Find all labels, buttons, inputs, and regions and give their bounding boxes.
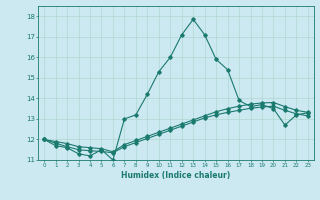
X-axis label: Humidex (Indice chaleur): Humidex (Indice chaleur) bbox=[121, 171, 231, 180]
